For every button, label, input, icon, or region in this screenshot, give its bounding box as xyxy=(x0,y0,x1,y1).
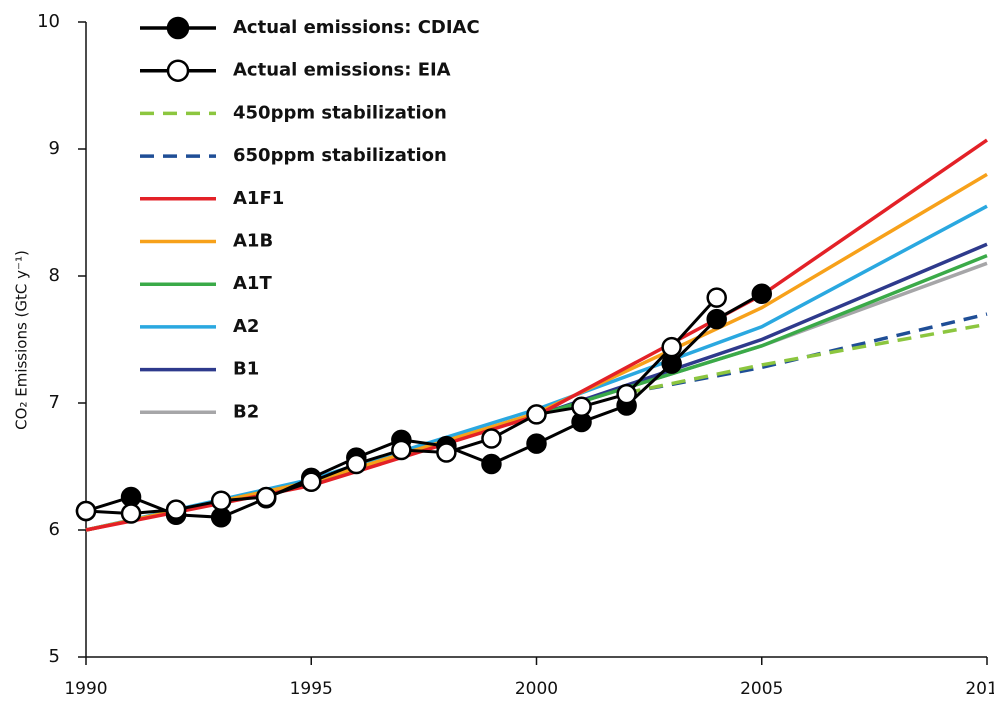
data-point xyxy=(346,453,367,475)
data-point xyxy=(526,433,547,454)
data-point xyxy=(481,453,502,475)
data-point xyxy=(751,283,772,305)
legend-marker xyxy=(166,16,190,40)
x-tick-label: 1990 xyxy=(64,679,107,699)
data-point xyxy=(75,500,97,522)
legend-label: B2 xyxy=(233,401,259,422)
data-point xyxy=(526,404,547,425)
x-tick-label: 2005 xyxy=(740,679,783,699)
legend-label: 450ppm stabilization xyxy=(233,102,447,123)
data-point xyxy=(706,287,727,308)
data-point xyxy=(165,499,187,520)
series-line xyxy=(85,138,988,532)
y-tick-label: 10 xyxy=(37,11,60,32)
legend-label: B1 xyxy=(233,359,259,380)
data-point xyxy=(481,428,502,449)
series-line xyxy=(85,172,988,532)
legend-label: A1F1 xyxy=(233,188,284,209)
legend-label: Actual emissions: EIA xyxy=(233,60,451,81)
data-point xyxy=(255,486,277,508)
series-line xyxy=(85,261,988,532)
legend-label: A1B xyxy=(233,231,273,252)
data-point xyxy=(436,442,457,463)
x-tick-label: 2000 xyxy=(515,679,558,699)
series-line xyxy=(85,242,988,532)
series-line xyxy=(85,292,763,519)
y-tick-label: 5 xyxy=(49,646,60,667)
legend-label: 650ppm stabilization xyxy=(233,145,447,166)
legend-marker xyxy=(166,59,190,82)
y-axis-label: CO₂ Emissions (GtC y⁻¹) xyxy=(13,250,31,430)
y-tick-label: 6 xyxy=(49,519,60,540)
data-point xyxy=(616,383,637,405)
y-tick-label: 8 xyxy=(49,265,60,286)
data-point xyxy=(706,308,727,330)
data-point xyxy=(301,471,322,492)
x-tick-label: 1995 xyxy=(290,679,333,699)
x-tick-label: 2010 xyxy=(965,679,994,699)
data-point xyxy=(120,503,142,524)
y-tick-label: 9 xyxy=(49,138,60,159)
series-line xyxy=(85,254,988,532)
y-tick-label: 7 xyxy=(49,392,60,413)
data-point xyxy=(210,490,232,512)
legend-label: A1T xyxy=(233,273,272,294)
legend-label: Actual emissions: CDIAC xyxy=(233,17,480,38)
series-line xyxy=(626,322,988,395)
legend-label: A2 xyxy=(233,316,259,337)
data-point xyxy=(391,439,412,461)
data-point xyxy=(661,336,682,358)
data-point xyxy=(571,396,592,418)
